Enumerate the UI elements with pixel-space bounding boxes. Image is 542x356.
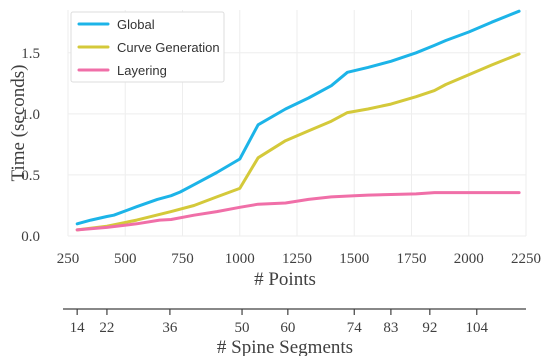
- y-tick-label: 1.5: [21, 46, 40, 62]
- x-axis-title: # Points: [254, 269, 316, 290]
- x-tick-label: 1000: [225, 251, 255, 267]
- legend: Global Curve Generation Layering: [70, 11, 225, 83]
- x-tick-label: 1250: [282, 251, 312, 267]
- secondary-tick-label: 22: [99, 320, 114, 336]
- secondary-tick-label: 60: [280, 320, 295, 336]
- secondary-tick-label: 83: [383, 320, 398, 336]
- secondary-tick-label: 14: [70, 320, 86, 336]
- series-line-layering: [75, 191, 521, 232]
- y-tick-label: 0.0: [21, 229, 40, 245]
- secondary-tick-label: 36: [162, 320, 178, 336]
- secondary-tick-label: 92: [422, 320, 437, 336]
- x-tick-label: 2000: [454, 251, 484, 267]
- legend-label: Layering: [117, 63, 167, 78]
- x-tick-label: 1750: [397, 251, 427, 267]
- legend-box: [70, 11, 225, 83]
- legend-label: Curve Generation: [117, 40, 220, 55]
- x-tick-label: 2250: [511, 251, 541, 267]
- secondary-tick-label: 50: [235, 320, 250, 336]
- legend-label: Global: [117, 17, 155, 32]
- secondary-tick-label: 74: [347, 320, 363, 336]
- series-line-global: [75, 9, 521, 226]
- x-tick-label: 250: [57, 251, 80, 267]
- series-lines: [75, 9, 521, 232]
- x-tick-label: 750: [171, 251, 194, 267]
- x-tick-label: 500: [114, 251, 137, 267]
- y-axis-title: Time (seconds): [8, 65, 29, 182]
- series-line-curve-generation: [75, 52, 521, 232]
- y-tick-label: 0.5: [21, 168, 40, 184]
- y-tick-label: 1.0: [21, 107, 40, 123]
- axes: 250 500 750 1000 1250 1500 1750 2000 22500.00.51…: [8, 46, 541, 356]
- secondary-tick-label: 104: [466, 320, 489, 336]
- x-tick-label: 1500: [339, 251, 369, 267]
- secondary-axis-title: # Spine Segments: [217, 337, 353, 356]
